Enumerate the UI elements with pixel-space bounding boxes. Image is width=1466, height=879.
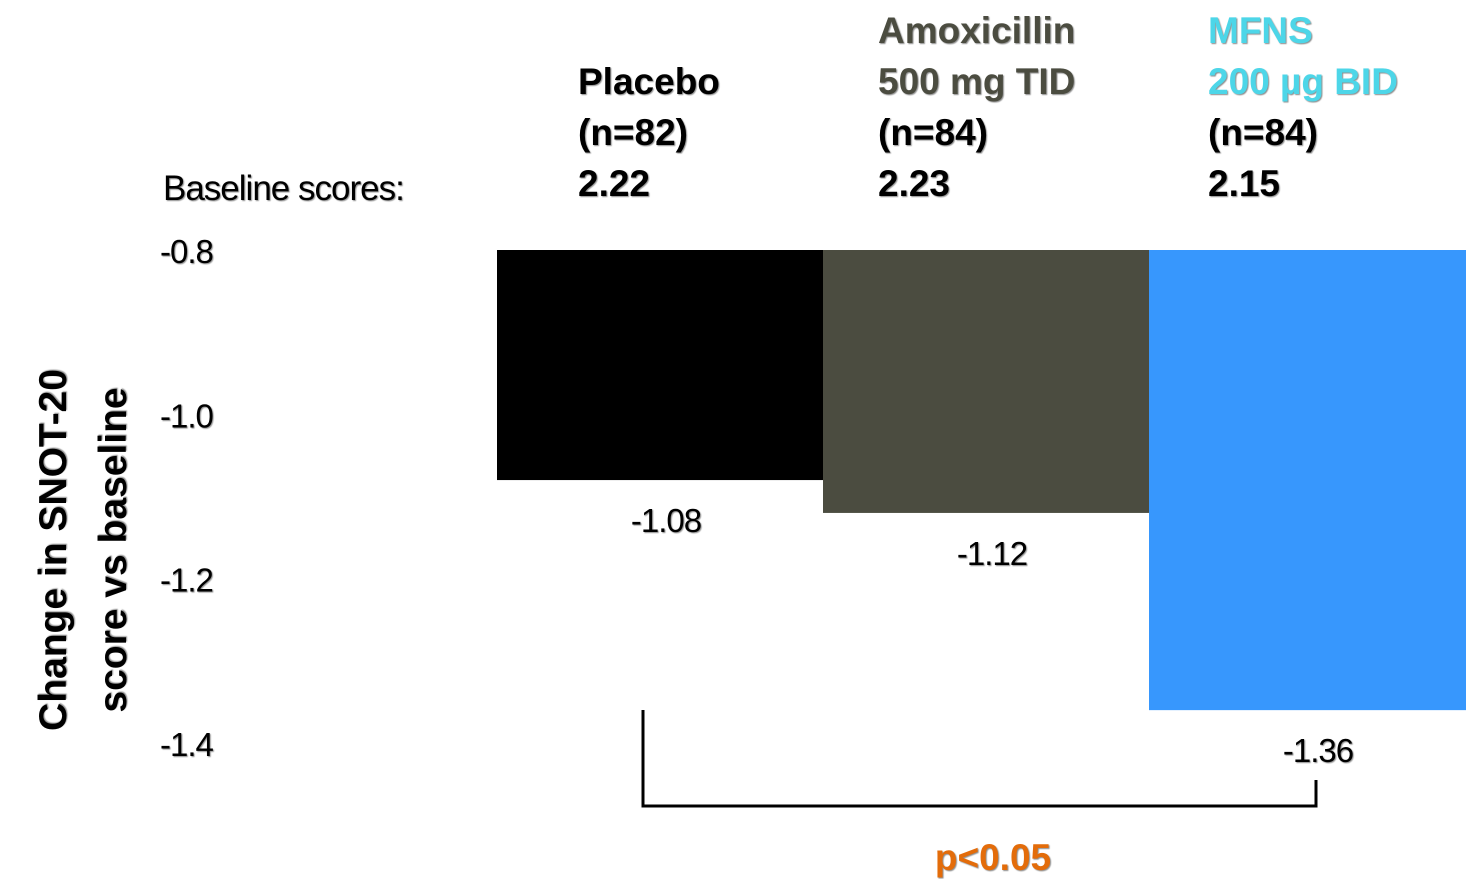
baseline-score: 2.22 (578, 163, 650, 204)
bar-value-label: -1.12 (957, 535, 1027, 572)
category-label-line: Amoxicillin (878, 10, 1075, 51)
category-label-line: 500 mg TID (878, 61, 1075, 102)
bar (1149, 250, 1466, 711)
y-axis-title-line: Change in SNOT-20 (32, 369, 75, 731)
category-headers: Baseline scores: Placebo (n=82) 2.22 Amoxici… (163, 10, 1398, 208)
y-tick-label: -0.8 (160, 233, 213, 270)
y-tick-label: -1.4 (160, 726, 214, 763)
bar (823, 250, 1149, 513)
baseline-score: 2.15 (1208, 163, 1280, 204)
y-axis-label: Change in SNOT-20 score vs baseline (32, 369, 135, 731)
category-label-line: (n=84) (878, 112, 988, 153)
baseline-scores-caption: Baseline scores: (163, 169, 404, 208)
category-label-line: MFNS (1208, 10, 1313, 51)
category-label-line: Placebo (578, 61, 720, 102)
baseline-score: 2.23 (878, 163, 950, 204)
p-value-label: p<0.05 (935, 837, 1051, 878)
significance-bracket (641, 710, 1318, 808)
bar (497, 250, 823, 481)
y-tick-label: -1.2 (160, 562, 213, 599)
bar-value-label: -1.08 (631, 502, 701, 539)
y-axis-title-line: score vs baseline (92, 387, 135, 712)
bar-value-label: -1.36 (1283, 732, 1353, 769)
y-tick-label: -1.0 (160, 397, 214, 434)
y-tick-labels: -0.8 -1.0 -1.2 -1.4 (160, 233, 215, 763)
value-labels: -1.08 -1.12 -1.36 (631, 502, 1354, 769)
significance-annotation: p<0.05 (641, 710, 1318, 878)
category-label-line: (n=84) (1208, 112, 1318, 153)
category-label-line: 200 µg BID (1208, 61, 1398, 102)
category-label-line: (n=82) (578, 112, 688, 153)
bars (497, 250, 1466, 711)
